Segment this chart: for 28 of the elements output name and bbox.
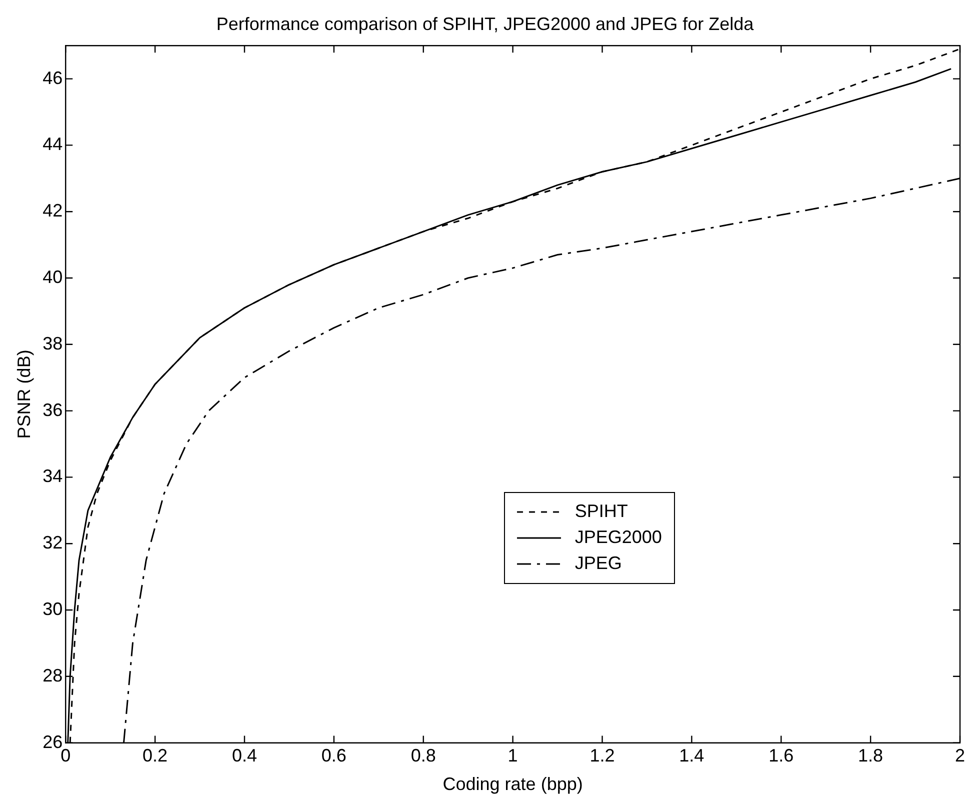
x-tick-label: 1 [508, 746, 518, 766]
x-tick-label: 0.4 [232, 746, 258, 766]
chart-title: Performance comparison of SPIHT, JPEG2000 and JPEG for Zelda [216, 14, 755, 34]
y-tick-label: 40 [42, 266, 63, 287]
y-axis-title: PSNR (dB) [14, 350, 34, 439]
y-tick-label: 44 [42, 134, 63, 154]
legend-label: JPEG [574, 553, 622, 574]
x-axis-title: Coding rate (bpp) [442, 774, 583, 794]
y-tick-label: 28 [42, 665, 63, 686]
y-tick-label: 34 [42, 466, 63, 486]
y-tick-label: 32 [42, 532, 63, 553]
x-tick-label: 0.2 [142, 746, 168, 766]
x-tick-label: 2 [954, 746, 966, 766]
y-tick-label: 46 [42, 68, 63, 88]
y-tick-label: 26 [42, 732, 63, 752]
legend-label: SPIHT [574, 501, 628, 522]
x-tick-label: 0 [60, 746, 71, 766]
x-tick-label: 1.8 [858, 746, 884, 766]
y-tick-label: 38 [42, 333, 63, 354]
legend-label: JPEG2000 [574, 527, 662, 548]
y-tick-label: 42 [42, 200, 63, 221]
x-tick-label: 0.8 [410, 746, 436, 766]
x-tick-label: 1.4 [679, 746, 704, 766]
x-tick-label: 1.6 [768, 746, 794, 766]
y-tick-label: 30 [42, 598, 63, 619]
x-tick-label: 0.6 [321, 746, 346, 766]
y-tick-label: 36 [42, 400, 63, 420]
x-tick-label: 1.2 [590, 746, 615, 766]
